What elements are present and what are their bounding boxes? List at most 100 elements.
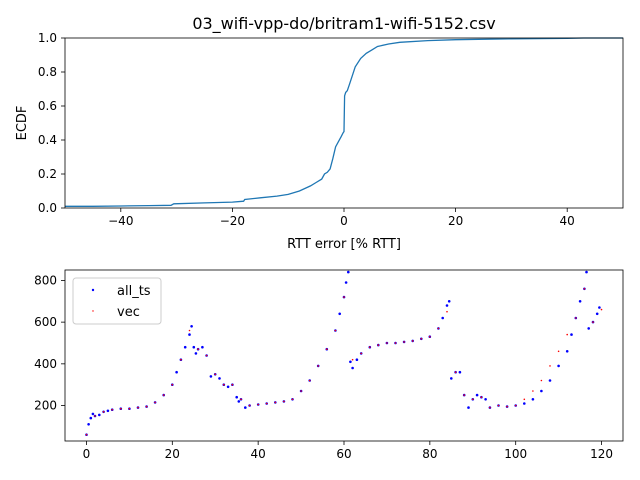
point-vec <box>291 398 294 401</box>
point-all-ts <box>87 423 90 426</box>
ecdf-y-tick-label: 0.0 <box>38 201 57 215</box>
ecdf-x-axis-label: RTT error [% RTT] <box>287 237 401 252</box>
point-vec <box>592 321 594 323</box>
point-vec <box>205 354 208 357</box>
point-vec <box>351 358 354 361</box>
point-all-ts <box>585 270 588 274</box>
point-vec <box>463 394 466 396</box>
point-vec <box>154 401 156 404</box>
point-vec <box>557 350 560 353</box>
point-all-ts <box>523 402 526 405</box>
point-vec <box>437 327 440 330</box>
ecdf-x-tick-label: −40 <box>108 214 133 228</box>
point-all-ts <box>244 406 247 409</box>
point-all-ts <box>531 398 535 401</box>
point-vec <box>489 406 491 409</box>
point-all-ts <box>598 306 601 309</box>
point-all-ts <box>344 281 348 284</box>
point-vec <box>111 408 113 411</box>
ecdf-y-tick-label: 1.0 <box>38 31 57 45</box>
point-vec <box>523 398 526 401</box>
point-all-ts <box>447 300 451 303</box>
point-vec <box>128 407 131 410</box>
point-all-ts <box>557 364 560 368</box>
point-vec <box>145 405 148 408</box>
point-vec <box>540 379 543 382</box>
timeseries-x-tick-label: 80 <box>422 447 437 461</box>
point-all-ts <box>587 327 590 330</box>
timeseries-y-tick-label: 400 <box>34 357 57 371</box>
figure-title: 03_wifi-vpp-do/britram1-wifi-5152.csv <box>192 14 495 34</box>
timeseries-series-group <box>85 270 603 437</box>
point-vec <box>369 346 371 349</box>
ecdf-line <box>65 37 623 207</box>
point-all-ts <box>235 395 238 399</box>
point-all-ts <box>218 377 221 380</box>
timeseries-x-ticks: 0 20 40 60 80 100 120 <box>83 441 613 461</box>
timeseries-y-tick-label: 600 <box>34 315 57 329</box>
point-all-ts <box>91 412 95 416</box>
point-vec <box>532 390 534 392</box>
ecdf-y-ticks: 0.0 0.2 0.4 0.6 0.8 1.0 <box>38 31 65 215</box>
point-vec <box>197 348 199 351</box>
point-vec <box>454 371 457 374</box>
point-all-ts <box>201 345 204 349</box>
point-all-ts <box>540 389 543 393</box>
point-all-ts <box>467 406 470 409</box>
point-vec <box>162 394 165 396</box>
point-all-ts <box>355 358 359 362</box>
timeseries-x-tick-label: 100 <box>504 447 527 461</box>
point-vec <box>446 310 448 313</box>
point-all-ts <box>595 312 599 316</box>
point-vec <box>420 338 423 340</box>
point-vec <box>94 415 96 417</box>
ecdf-y-tick-label: 0.2 <box>38 167 57 181</box>
point-vec <box>394 342 397 344</box>
point-all-ts <box>190 325 193 328</box>
point-vec <box>223 383 225 386</box>
point-all-ts <box>237 400 241 403</box>
legend-label-all-ts: all_ts <box>117 284 151 299</box>
point-vec <box>514 404 517 407</box>
point-vec <box>120 407 122 410</box>
point-vec <box>506 405 508 408</box>
point-vec <box>334 329 337 332</box>
point-vec <box>180 358 182 361</box>
point-all-ts <box>441 316 445 320</box>
point-vec <box>85 433 88 436</box>
ecdf-axes: −40 −20 0 20 40 0.0 0.2 0.4 0.6 0.8 1.0 RTT error… <box>15 31 624 252</box>
point-vec <box>326 348 328 351</box>
ecdf-x-tick-label: 20 <box>448 214 463 228</box>
point-all-ts <box>570 333 573 336</box>
legend-label-vec: vec <box>117 305 140 320</box>
ecdf-series-group <box>65 37 623 207</box>
point-vec <box>137 406 139 409</box>
timeseries-x-tick-label: 0 <box>83 447 91 461</box>
point-vec <box>360 352 363 355</box>
point-vec <box>583 288 586 290</box>
point-vec <box>472 398 474 401</box>
point-all-ts <box>548 379 552 382</box>
point-vec <box>248 404 251 407</box>
timeseries-axes: 0 20 40 60 80 100 120 200 400 600 800 all_ts vec <box>34 269 624 461</box>
legend: all_ts vec <box>72 277 162 325</box>
timeseries-x-tick-label: 40 <box>251 447 266 461</box>
timeseries-x-tick-label: 60 <box>336 447 351 461</box>
point-vec <box>403 341 405 343</box>
ecdf-x-ticks: −40 −20 0 20 40 <box>108 208 575 228</box>
point-all-ts <box>351 366 354 370</box>
point-vec <box>231 383 234 386</box>
ecdf-y-tick-label: 0.6 <box>38 99 57 113</box>
point-all-ts <box>349 360 352 364</box>
point-all-ts <box>192 345 196 349</box>
point-vec <box>575 317 577 319</box>
point-vec <box>257 403 260 406</box>
point-all-ts <box>98 413 101 417</box>
point-vec <box>102 411 105 413</box>
legend-marker-all-ts <box>91 288 95 292</box>
point-all-ts <box>565 350 569 353</box>
point-all-ts <box>209 375 213 378</box>
point-all-ts <box>188 333 191 336</box>
point-all-ts <box>194 352 198 355</box>
